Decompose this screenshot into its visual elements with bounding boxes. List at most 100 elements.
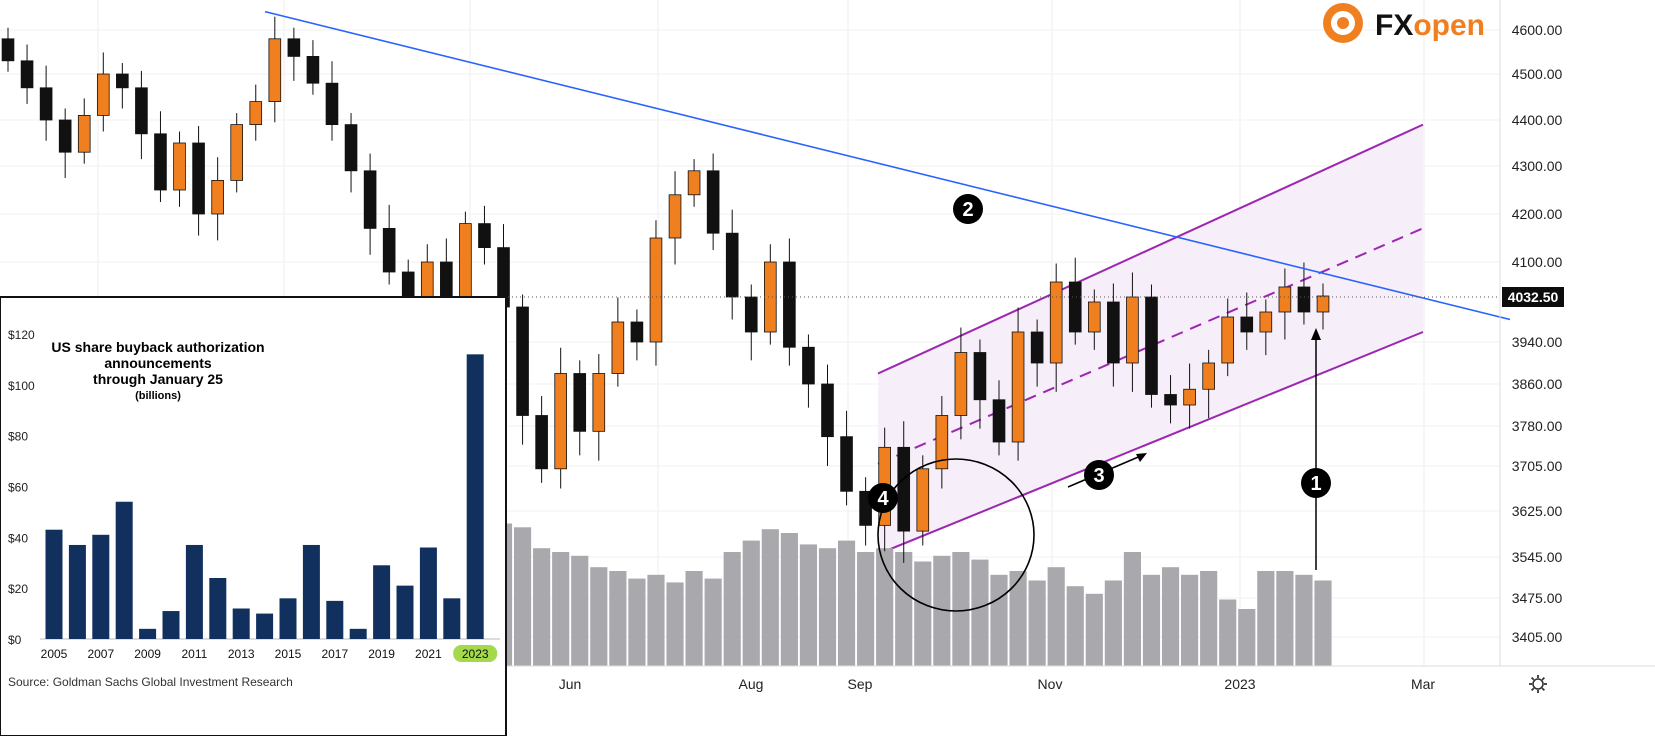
buyback-inset-chart: $0 $20 $40 $60 $80 $100 $120 2005 2007 2009 2011 20… (0, 296, 507, 736)
candle (287, 27, 301, 81)
volume-bar (742, 540, 760, 666)
candle-body (325, 82, 339, 125)
volume-bar (590, 567, 608, 666)
candle (706, 153, 720, 250)
candle (573, 360, 587, 456)
candle (1107, 283, 1120, 387)
volume-bar (647, 574, 665, 666)
inset-highlight-pill (453, 645, 498, 662)
gear-icon-tooth (1530, 676, 1535, 681)
candle-body (58, 119, 72, 153)
candle (916, 455, 930, 546)
volume-bar (895, 552, 913, 666)
candle-body (783, 261, 796, 348)
candle (1068, 257, 1082, 345)
volume-bar (1314, 580, 1332, 666)
volume-bar (1257, 571, 1275, 666)
candle (77, 98, 91, 164)
arrow-head-icon (1136, 453, 1147, 462)
candle (154, 111, 167, 202)
candle (173, 131, 186, 207)
candle-body (249, 101, 263, 125)
candle-body (478, 223, 491, 249)
candle-body (573, 373, 587, 432)
inset-bar (209, 578, 227, 639)
candle-body (1221, 316, 1235, 364)
candle (306, 40, 320, 95)
channel-upper-line (877, 123, 1424, 375)
inset-x-tick-label: 2017 (321, 647, 348, 661)
volume-bar (704, 578, 722, 666)
price-tick-label: 3545.00 (1512, 549, 1563, 565)
channel-lower-line (877, 331, 1424, 556)
time-tick-label: Mar (1411, 676, 1435, 692)
candle-body (1, 38, 15, 62)
inset-bar (279, 598, 297, 639)
candle-body (649, 237, 663, 343)
volume-bar (609, 571, 627, 666)
candle-body (135, 87, 148, 135)
candle-body (687, 170, 701, 196)
candle-body (1164, 394, 1177, 406)
volume-bar (1200, 571, 1218, 666)
inset-bar (162, 611, 180, 639)
candle-body (592, 373, 606, 432)
annotation-marker-label: 3 (1093, 465, 1104, 487)
candle-body (1049, 281, 1063, 364)
volume-bar (533, 548, 551, 666)
inset-x-tick-label: 2021 (415, 647, 442, 661)
price-tick-label: 4300.00 (1512, 158, 1563, 174)
candle (516, 294, 529, 445)
candle (859, 477, 872, 546)
annotation-marker-label: 2 (962, 199, 973, 221)
inset-y-tick-label: $120 (8, 328, 35, 342)
fxopen-logo: FXopen (1323, 3, 1485, 43)
candle (230, 113, 244, 193)
price-tick-label: 4100.00 (1512, 254, 1563, 270)
annotations: 1 2 3 4 (868, 194, 1331, 612)
annotation-marker-label: 1 (1310, 473, 1321, 495)
candle-body (116, 73, 129, 89)
candle-body (1087, 301, 1101, 333)
price-tick-label: 3780.00 (1512, 418, 1563, 434)
volume-bar (1009, 571, 1027, 666)
candle (630, 309, 644, 361)
volume-bar (1161, 567, 1180, 666)
candle (96, 52, 110, 132)
gear-icon[interactable] (1529, 675, 1547, 693)
inset-title-line: US share buyback authorization (51, 339, 264, 355)
inset-bar (302, 544, 320, 639)
candle-body (192, 142, 205, 215)
time-tick-label: Jun (559, 676, 582, 692)
inset-bar (115, 501, 133, 639)
price-tick-label: 3940.00 (1512, 334, 1563, 350)
volume-bar (1123, 552, 1141, 666)
candle (135, 70, 148, 160)
candle-body (516, 306, 529, 416)
candle-body (1030, 331, 1044, 364)
candle (611, 297, 625, 387)
inset-title-line: through January 25 (93, 371, 223, 387)
time-tick-label: Sep (848, 676, 873, 692)
candle-body (1259, 311, 1273, 333)
price-tick-label: 3625.00 (1512, 503, 1563, 519)
volume-bar (685, 571, 703, 666)
inset-bar (373, 565, 391, 639)
candle (954, 327, 968, 440)
candle (268, 16, 282, 123)
candle (840, 410, 853, 506)
candle (668, 171, 682, 265)
volume-bar (1219, 599, 1237, 666)
volume-bar (628, 578, 646, 666)
candle-body (802, 346, 815, 385)
inset-x-tick-label: 2019 (368, 647, 395, 661)
candle (821, 364, 834, 466)
inset-x-tick-label: 2011 (181, 647, 207, 661)
candle (1316, 283, 1330, 330)
candle-body (973, 352, 987, 401)
price-tick-label: 4500.00 (1512, 66, 1563, 82)
candle (192, 125, 205, 236)
inset-x-tick-label: 2013 (228, 647, 255, 661)
candle-body (992, 399, 1006, 443)
